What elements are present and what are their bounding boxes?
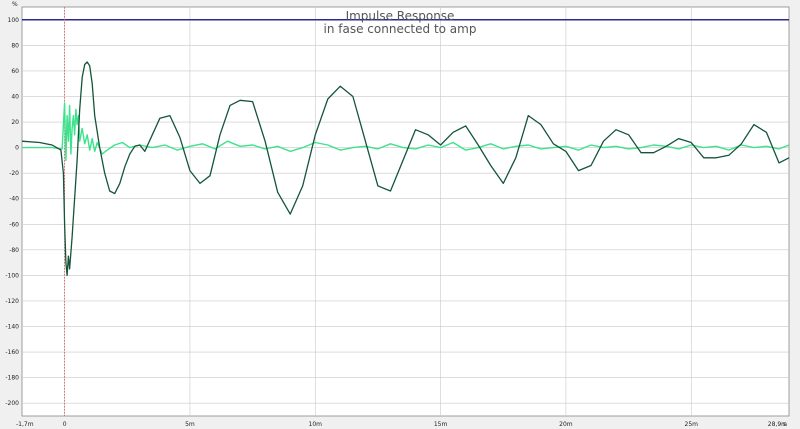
y-tick-label: -140	[5, 324, 19, 331]
x-unit-label: s	[783, 421, 786, 428]
x-tick-label: 15m	[434, 421, 448, 428]
x-tick-labels: -1,7m 0 5m 10m 15m 20m 25m 28,9m	[16, 421, 787, 428]
y-tick-label: -60	[9, 221, 19, 228]
y-tick-labels: 100 80 60 40 20 0 -20 -40 -60 -80 -100 -120 -140 -160…	[5, 17, 19, 407]
series-group	[21, 61, 790, 277]
y-tick-label: 80	[11, 42, 19, 49]
y-tick-label: 40	[11, 93, 19, 100]
chart-subtitle: in fase connected to amp	[324, 22, 477, 36]
y-tick-label: -180	[5, 375, 19, 382]
x-tick-label: 10m	[309, 421, 323, 428]
y-tick-label: 20	[11, 119, 19, 126]
x-tick-label: 25m	[685, 421, 699, 428]
x-tick-label: -1,7m	[16, 421, 34, 428]
y-tick-label: -120	[5, 298, 19, 305]
y-tick-label: 0	[15, 145, 19, 152]
y-tick-label: -80	[9, 247, 19, 254]
y-tick-label: -20	[9, 170, 19, 177]
plot-area	[21, 6, 790, 417]
y-tick-label: 100	[8, 17, 20, 24]
series-line	[21, 61, 790, 277]
y-unit-label: %	[12, 1, 18, 8]
y-tick-label: -40	[9, 196, 19, 203]
chart-title: Impulse Response	[346, 9, 455, 23]
x-tick-label: 28,9m	[768, 421, 787, 428]
x-tick-label: 20m	[559, 421, 573, 428]
x-tick-label: 0	[63, 421, 67, 428]
y-tick-label: -100	[5, 272, 19, 279]
y-tick-label: 60	[11, 68, 19, 75]
y-tick-label: -160	[5, 349, 19, 356]
x-tick-label: 5m	[185, 421, 195, 428]
series-line	[22, 102, 790, 162]
y-tick-label: -200	[5, 400, 19, 407]
